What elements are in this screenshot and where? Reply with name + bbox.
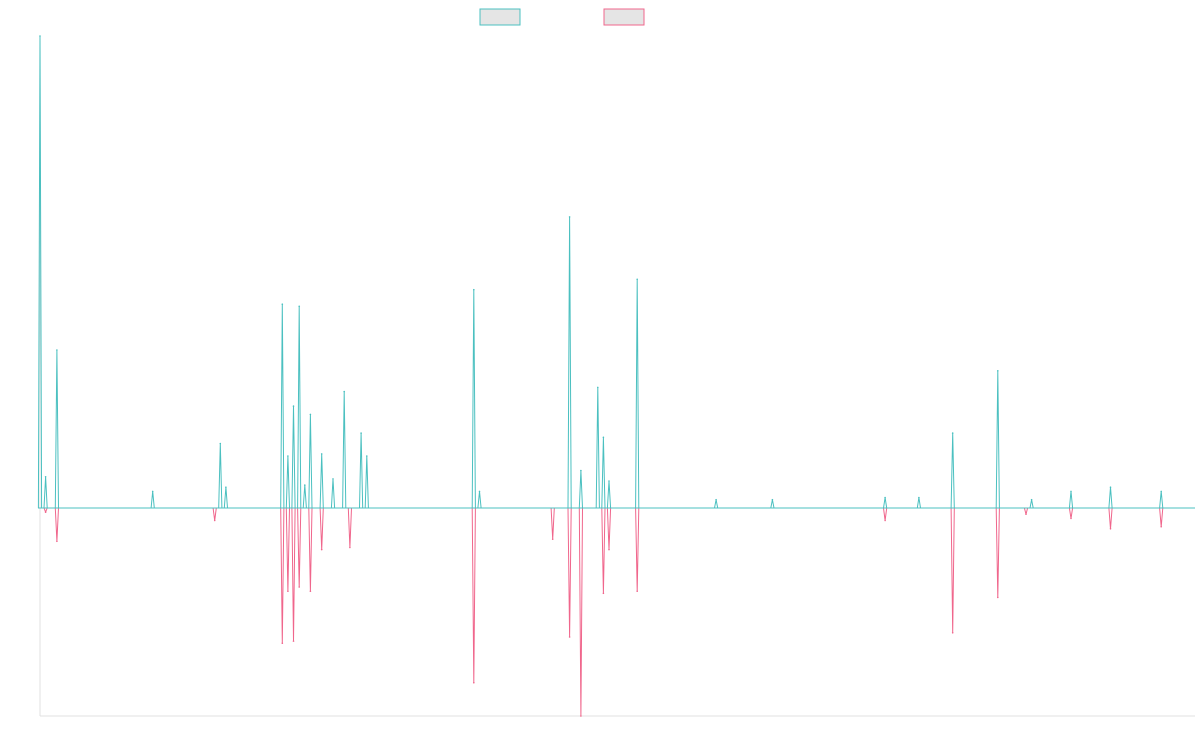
series-2-point[interactable] (884, 519, 886, 522)
series-1-point[interactable] (478, 490, 481, 493)
series-1-point[interactable] (918, 496, 920, 499)
series-1-point[interactable] (56, 349, 58, 351)
series-1-point[interactable] (884, 496, 886, 499)
series-1-point[interactable] (219, 442, 222, 445)
series-2-point[interactable] (1160, 525, 1162, 528)
series-2-point[interactable] (292, 640, 295, 642)
series-1-point[interactable] (360, 432, 362, 434)
legend-swatch-1[interactable] (479, 8, 521, 26)
series-1-point[interactable] (568, 216, 571, 218)
series-2-point[interactable] (287, 590, 289, 592)
series-1-point[interactable] (636, 278, 638, 281)
series-2-point[interactable] (580, 715, 582, 717)
series-2-point[interactable] (1070, 517, 1072, 520)
series-layer (37, 35, 1195, 717)
series-1-point[interactable] (608, 480, 610, 482)
series-1-point[interactable] (771, 498, 774, 501)
series-1-point[interactable] (298, 305, 301, 308)
series-2-point[interactable] (636, 590, 638, 592)
series-1-point[interactable] (343, 390, 346, 393)
series-2-point[interactable] (568, 636, 571, 638)
legend[interactable] (479, 8, 645, 26)
series-2-point[interactable] (997, 596, 999, 599)
series-1-point[interactable] (320, 453, 323, 455)
series-1-point[interactable] (151, 490, 154, 493)
series-2-point[interactable] (281, 642, 284, 644)
series-1-point[interactable] (332, 478, 334, 480)
series-2-point[interactable] (951, 632, 954, 634)
series-1-point[interactable] (304, 484, 306, 486)
series-1-point[interactable] (281, 303, 284, 306)
series-1-point[interactable] (287, 455, 289, 457)
series-1-point[interactable] (1070, 490, 1072, 493)
series-2-point[interactable] (551, 538, 554, 540)
series-1-point[interactable] (580, 469, 582, 472)
axes (39, 36, 1195, 717)
series-1-point[interactable] (473, 288, 475, 291)
series-2-point[interactable] (473, 681, 475, 684)
series-2-point[interactable] (602, 592, 605, 595)
series-2-point[interactable] (320, 548, 323, 551)
series-2-point[interactable] (298, 586, 301, 588)
series-1-point[interactable] (715, 498, 717, 501)
series-2-point[interactable] (1109, 528, 1112, 530)
series-1-point[interactable] (1160, 490, 1162, 493)
series-2-point[interactable] (56, 540, 58, 543)
series-2-line (40, 507, 1195, 717)
series-1-point[interactable] (309, 413, 312, 416)
series-1-point[interactable] (1030, 498, 1033, 501)
series-2-point[interactable] (608, 548, 610, 551)
series-2-point[interactable] (44, 511, 47, 513)
series-1-point[interactable] (292, 405, 295, 407)
series-1-point[interactable] (951, 432, 954, 434)
series-2-point[interactable] (1025, 513, 1027, 515)
series-1-point[interactable] (997, 370, 999, 372)
series-2-point[interactable] (309, 590, 312, 592)
series-1-point[interactable] (44, 476, 47, 478)
series-1-point[interactable] (366, 455, 368, 457)
series-1-point[interactable] (602, 436, 605, 439)
series-1-point[interactable] (39, 35, 41, 37)
legend-swatch-2[interactable] (603, 8, 645, 26)
series-1-line (37, 35, 1195, 509)
series-1-point[interactable] (1109, 486, 1112, 489)
series-2-point[interactable] (349, 546, 351, 549)
series-1-point[interactable] (597, 386, 599, 389)
series-1-point[interactable] (225, 486, 227, 489)
series-2-point[interactable] (213, 519, 216, 522)
